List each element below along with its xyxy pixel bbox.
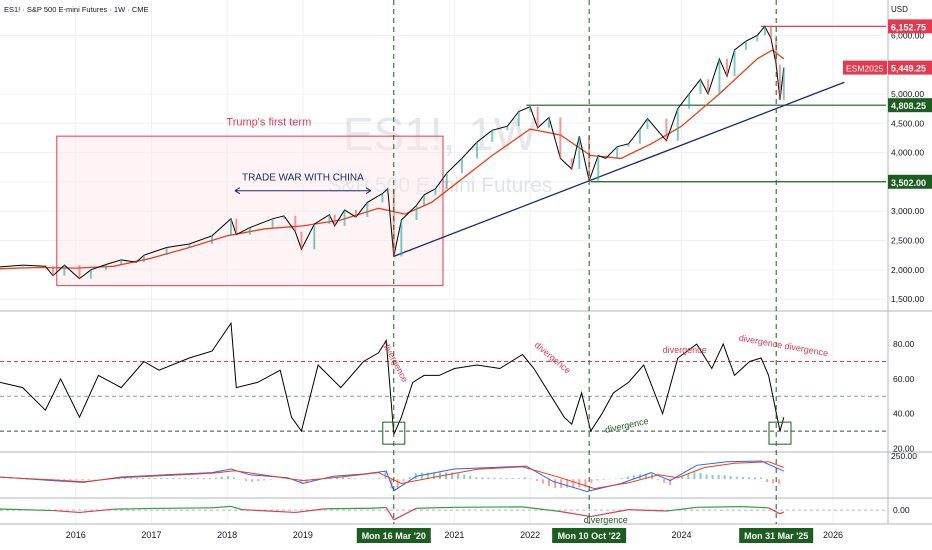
price-label-box — [888, 174, 932, 189]
oscillator-segment — [393, 507, 417, 521]
trade-war-arrow — [234, 187, 372, 195]
price-axis-tick: 5,000.00 — [891, 89, 924, 99]
rsi-divergence-label: divergence — [381, 340, 411, 384]
price-axis-tick: 1,500.00 — [891, 294, 924, 304]
oscillator-segment — [768, 507, 781, 515]
price-axis-tick: 4,000.00 — [891, 148, 924, 158]
oscillator-segment — [522, 506, 561, 513]
price-axis-tick: 6,000.00 — [891, 30, 924, 40]
time-axis-tick: 2017 — [141, 530, 161, 540]
macd-signal-line — [0, 461, 784, 490]
trump-first-term-box — [56, 135, 444, 287]
annotation-trump-first-term: Trump's first term — [226, 117, 311, 129]
event-marker-box — [739, 528, 814, 543]
oversold-box — [768, 421, 792, 445]
price-label-value: 6,152.75 — [891, 22, 926, 32]
rsi-line — [0, 321, 785, 435]
time-axis-tick: 2022 — [520, 530, 540, 540]
oscillator-segment — [385, 507, 395, 521]
oscillator-segment — [696, 505, 743, 508]
event-marker-box — [356, 528, 431, 543]
rsi-divergence-label: divergence — [604, 416, 649, 435]
oscillator-segment — [79, 508, 114, 514]
oscillator-segment — [742, 505, 769, 509]
oscillator-segment — [211, 505, 232, 509]
time-axis-tick: 2016 — [66, 530, 86, 540]
event-marker-label: Mon 16 Mar '20 — [362, 531, 426, 541]
macd-axis-tick: 250.00 — [891, 451, 917, 461]
oscillator-segment — [151, 507, 213, 510]
rsi-divergence-label: divergence divergence — [738, 333, 829, 359]
symbol-label-text: ESM2025 — [846, 64, 884, 74]
price-label-value: 3,502.00 — [891, 178, 926, 188]
currency-label: USD — [891, 5, 908, 14]
support-trendline — [393, 81, 845, 257]
oscillator-segment — [113, 507, 152, 510]
annotation-trade-war: TRADE WAR WITH CHINA — [242, 173, 364, 184]
price-axis-tick: 2,000.00 — [891, 265, 924, 275]
price-label-value: 5,449.25 — [891, 64, 926, 74]
price-axis-tick: 2,500.00 — [891, 236, 924, 246]
price-axis-tick: 4,500.00 — [891, 118, 924, 128]
osc-divergence-label: divergence — [584, 515, 628, 525]
rsi-axis-tick: 20.00 — [893, 444, 915, 454]
watermark-description: S&P 500 E-mini Futures — [328, 174, 553, 197]
chart-header-title: ES1! · S&P 500 E-mini Futures · 1W · CME — [4, 5, 149, 14]
price-label-box — [888, 60, 932, 75]
price-label-box — [888, 19, 932, 34]
oscillator-segment — [0, 508, 54, 512]
price-label-value: 4,808.25 — [891, 101, 926, 111]
watermark-symbol: ES1!, 1W — [343, 108, 538, 160]
oscillator-segment — [779, 511, 785, 515]
rsi-axis-tick: 40.00 — [893, 409, 915, 419]
time-axis-tick: 2026 — [823, 530, 843, 540]
moving-average-line — [0, 49, 785, 270]
oscillator-segment — [52, 509, 80, 514]
rsi-divergence-label: divergence — [663, 345, 707, 355]
oscillator-segment — [242, 509, 296, 514]
oscillator-segment — [666, 506, 697, 512]
price-line — [0, 25, 785, 280]
oscillator-segment — [295, 508, 326, 514]
osc-axis-tick: 0.00 — [893, 505, 910, 515]
oscillator-segment — [628, 509, 667, 512]
price-label-box — [888, 98, 932, 113]
rsi-axis-tick: 80.00 — [893, 339, 915, 349]
time-axis-tick: 2018 — [217, 530, 237, 540]
time-axis-tick: 2021 — [444, 530, 464, 540]
event-marker-box — [552, 528, 627, 543]
symbol-label-box — [843, 60, 887, 75]
oscillator-segment — [416, 506, 455, 509]
event-marker-label: Mon 10 Oct '22 — [558, 531, 621, 541]
oscillator-segment — [230, 505, 243, 511]
rsi-axis-tick: 60.00 — [893, 374, 915, 384]
time-axis-tick: 2019 — [293, 530, 313, 540]
oscillator-segment — [560, 510, 591, 518]
rsi-divergence-label: divergence — [533, 340, 573, 376]
price-axis-tick: 3,000.00 — [891, 206, 924, 216]
oscillator-segment — [371, 506, 387, 509]
event-marker-label: Mon 31 Mar '25 — [744, 531, 808, 541]
oscillator-segment — [590, 509, 629, 518]
time-axis-tick: 2024 — [672, 530, 692, 540]
